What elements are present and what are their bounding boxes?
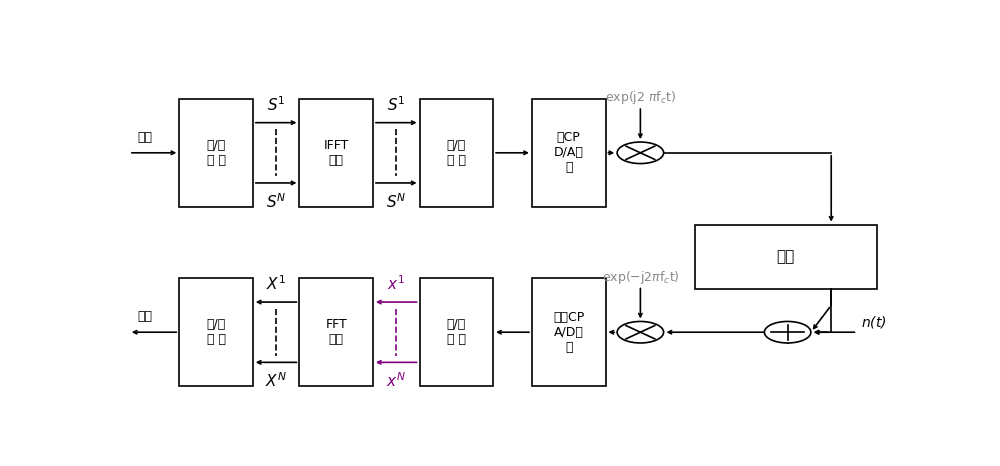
Text: $S^1$: $S^1$	[387, 95, 406, 114]
Text: $X^N$: $X^N$	[265, 371, 287, 390]
Text: $x^N$: $x^N$	[386, 371, 406, 390]
Text: 去除CP
A/D转
换: 去除CP A/D转 换	[553, 311, 584, 354]
Text: $S^N$: $S^N$	[386, 192, 406, 211]
Text: FFT
解调: FFT 解调	[325, 318, 347, 346]
Circle shape	[617, 142, 664, 164]
Bar	[532, 278, 606, 386]
Text: $S^1$: $S^1$	[267, 95, 285, 114]
Text: $x^1$: $x^1$	[387, 274, 405, 293]
Text: 加CP
D/A转
换: 加CP D/A转 换	[554, 131, 584, 174]
Bar	[420, 99, 493, 206]
Text: 并/串
转 换: 并/串 转 换	[206, 318, 226, 346]
Text: 并/串
转 换: 并/串 转 换	[447, 139, 466, 167]
Text: IFFT
调制: IFFT 调制	[324, 139, 349, 167]
Circle shape	[617, 322, 664, 343]
Circle shape	[764, 322, 811, 343]
Text: 输出: 输出	[137, 310, 152, 323]
Text: exp(−j2$\pi$f$_c$t): exp(−j2$\pi$f$_c$t)	[602, 268, 679, 286]
Text: n($t$): n($t$)	[861, 315, 887, 330]
Text: exp(j2 $\pi$f$_c$t): exp(j2 $\pi$f$_c$t)	[605, 89, 676, 106]
Bar	[179, 99, 253, 206]
Text: 输入: 输入	[137, 131, 152, 144]
Bar	[532, 99, 606, 206]
Bar	[299, 99, 373, 206]
Text: $X^1$: $X^1$	[266, 274, 286, 293]
Bar	[695, 225, 877, 289]
Text: 信道: 信道	[777, 249, 795, 264]
Text: 串/并
转 换: 串/并 转 换	[447, 318, 466, 346]
Bar	[179, 278, 253, 386]
Text: $S^N$: $S^N$	[266, 192, 286, 211]
Text: 串/并
转 换: 串/并 转 换	[206, 139, 226, 167]
Bar	[420, 278, 493, 386]
Bar	[299, 278, 373, 386]
